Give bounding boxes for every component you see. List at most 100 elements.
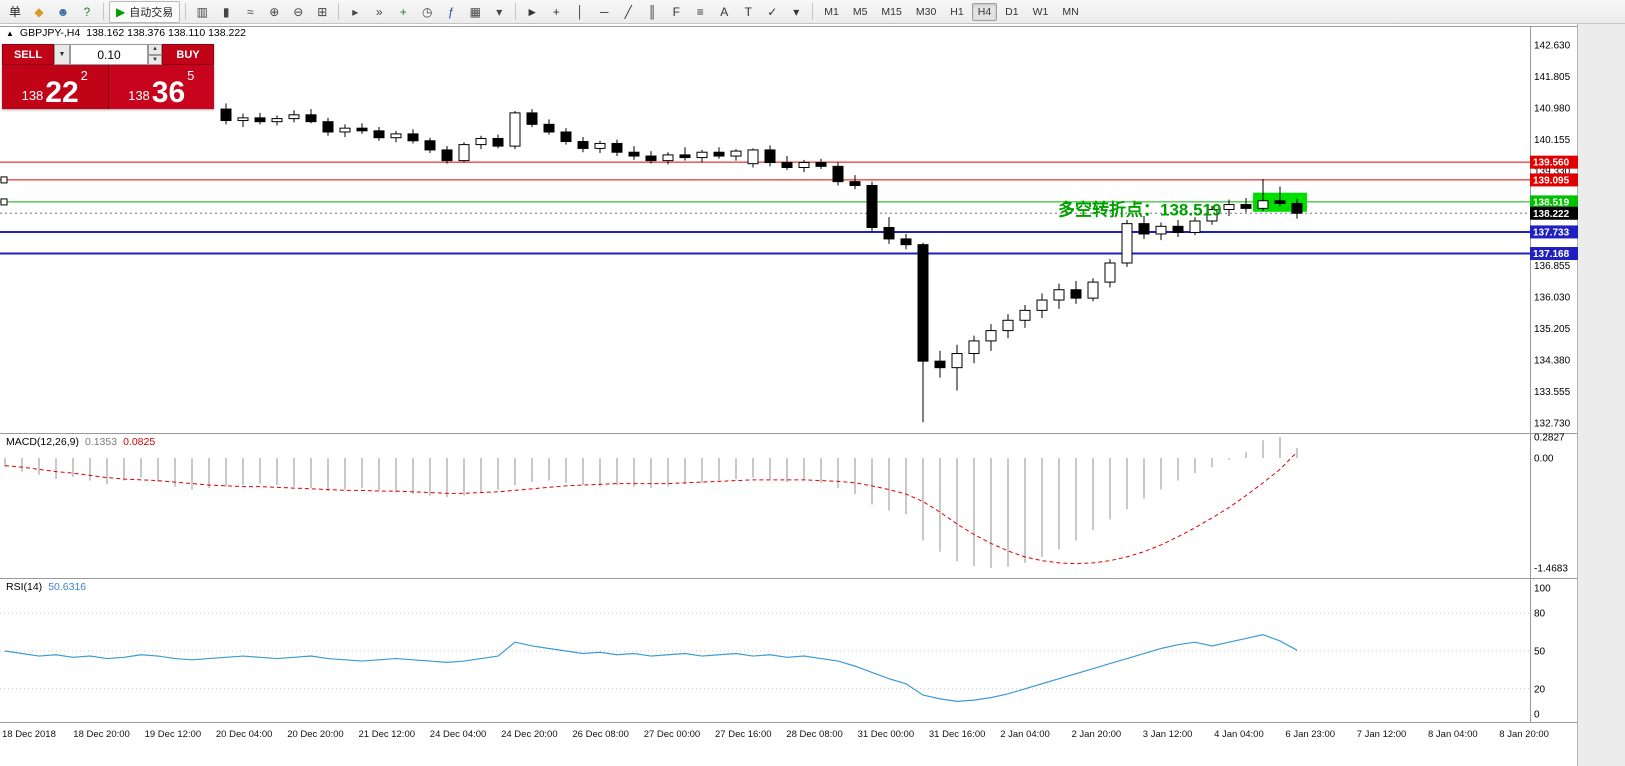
timeframe-m30-button[interactable]: M30 [915,5,937,18]
svg-text:136.855: 136.855 [1534,261,1571,272]
timeframe-d1-button[interactable]: D1 [1005,5,1019,18]
auto-scroll-icon[interactable]: ▸ [344,1,366,23]
tile-windows-icon[interactable]: ⊞ [311,1,333,23]
lot-increase-button[interactable]: ▲ [148,44,162,55]
time-axis[interactable]: 18 Dec 2018 18 Dec 20:00 19 Dec 12:00 20 De… [2,729,1549,740]
expand-ohlc-icon[interactable]: ▲ [6,28,14,38]
arrows-icon[interactable]: ✓ [761,1,783,23]
buy-price-main: 36 [151,75,186,109]
toolbar-separator [338,3,340,20]
line-handle [0,176,8,184]
timeframe-h1-button[interactable]: H1 [950,5,964,18]
lot-size-input[interactable] [70,44,148,65]
cursor-icon[interactable]: ► [521,1,543,23]
svg-text:31 Dec 16:00: 31 Dec 16:00 [929,729,986,740]
rsi-value: 50.6316 [48,581,87,593]
svg-text:27 Dec 16:00: 27 Dec 16:00 [715,729,772,740]
svg-text:20 Dec 04:00: 20 Dec 04:00 [216,729,273,740]
charts-icon-glyph: ◆ [34,4,44,19]
help-icon[interactable]: ? [76,1,98,23]
line-chart-icon[interactable]: ≈ [239,1,261,23]
rsi-name: RSI(14) [6,581,43,593]
fibonacci-icon[interactable]: F [665,1,687,23]
buy-price-button[interactable]: 138 36 5 [108,65,214,109]
rsi-axis[interactable]: 100 80 50 20 0 [1534,584,1551,721]
chart-shift-icon[interactable]: » [368,1,390,23]
timeframe-m1-button[interactable]: M1 [824,5,839,18]
period-clock-icon[interactable]: ◷ [416,1,438,23]
crosshair-icon-glyph: + [552,4,560,19]
sell-button[interactable]: SELL [2,44,54,65]
svg-text:24 Dec 20:00: 24 Dec 20:00 [501,729,558,740]
trade-panel-prices: 138 22 2 138 36 5 [2,65,214,109]
svg-text:135.205: 135.205 [1534,324,1571,335]
svg-text:3 Jan 12:00: 3 Jan 12:00 [1143,729,1193,740]
macd-signal-value: 0.0825 [123,436,156,448]
svg-text:18 Dec 20:00: 18 Dec 20:00 [73,729,130,740]
toolbar-separator [103,3,104,20]
new-chart-icon-glyph: + [399,4,407,19]
zoom-in-icon[interactable]: ⊕ [263,1,285,23]
macd-axis[interactable]: 0.2827 0.00 -1.4683 [1534,433,1568,575]
svg-text:137.733: 137.733 [1533,227,1570,238]
text-icon[interactable]: A [713,1,735,23]
buy-price-base: 138 [128,88,150,103]
timeframe-m5-button[interactable]: M5 [852,5,868,18]
arrows-icon-glyph: ✓ [767,4,778,19]
annotation-text[interactable]: 多空转折点：138.519 [1058,200,1221,220]
symbol-title: GBPJPY-,H4 [19,27,81,39]
svg-text:20: 20 [1534,684,1546,695]
timeframe-mn-button[interactable]: MN [1062,5,1079,18]
crosshair-icon[interactable]: + [545,1,567,23]
vertical-line-icon-glyph: │ [576,4,584,19]
svg-text:139.095: 139.095 [1533,175,1570,186]
bar-chart-icon[interactable]: ▥ [191,1,213,23]
templates-dropdown-icon[interactable]: ▾ [488,1,510,23]
text-label-icon-glyph: T [744,4,752,19]
zoom-out-icon[interactable]: ⊖ [287,1,309,23]
svg-text:24 Dec 04:00: 24 Dec 04:00 [430,729,487,740]
one-click-trading-panel: SELL ▼ ▲ ▼ BUY 138 22 2 138 36 5 [2,44,214,109]
svg-text:27 Dec 00:00: 27 Dec 00:00 [644,729,701,740]
candlestick-chart-icon[interactable]: ▮ [215,1,237,23]
trendline-icon[interactable]: ╱ [617,1,639,23]
new-chart-icon[interactable]: + [392,1,414,23]
arrows-dropdown-icon-glyph: ▾ [793,4,800,19]
svg-text:141.805: 141.805 [1534,72,1571,83]
svg-text:19 Dec 12:00: 19 Dec 12:00 [145,729,202,740]
svg-text:140.155: 140.155 [1534,135,1571,146]
svg-text:4 Jan 04:00: 4 Jan 04:00 [1214,729,1264,740]
charts-icon[interactable]: ◆ [28,1,50,23]
svg-text:134.380: 134.380 [1534,356,1571,367]
lot-dropdown-button[interactable]: ▼ [54,44,70,65]
candles [220,103,1303,423]
new-order-button[interactable]: 单 [4,1,26,23]
text-label-icon[interactable]: T [737,1,759,23]
templates-icon-glyph: ▦ [469,4,481,19]
profiles-icon[interactable]: ☻ [52,1,74,23]
templates-icon[interactable]: ▦ [464,1,486,23]
timeframe-h4-button[interactable]: H4 [971,2,998,21]
toolbar-separator [515,3,517,20]
auto-trading-button-glyph: ▶ [116,4,126,19]
auto-trading-button[interactable]: ▶ 自动交易 [109,0,181,23]
equidistant-channel-icon[interactable]: ║ [641,1,663,23]
horizontal-line-icon[interactable]: ─ [593,1,615,23]
lot-decrease-button[interactable]: ▼ [148,54,162,65]
fibonacci-icon-glyph: F [672,4,680,19]
indicators-icon[interactable]: ƒ [440,1,462,23]
shapes-icon[interactable]: ≡ [689,1,711,23]
profiles-icon-glyph: ☻ [56,4,70,19]
line-handle [0,198,8,206]
svg-text:100: 100 [1534,584,1551,595]
vertical-line-icon[interactable]: │ [569,1,591,23]
timeframe-m15-button[interactable]: M15 [881,5,902,18]
toolbar: 单 ◆ ☻? ▶ 自动交易 ▥ ▮ ≈ ⊕ ⊖ ⊞ ▸ » + ◷ ƒ ▦ ▾ ► + │ ─ ╱ ║ F ≡ A T ✓ ▾ M1 M5 M1… [0,0,1625,24]
sell-price-button[interactable]: 138 22 2 [2,65,109,109]
line-chart-icon-glyph: ≈ [246,4,254,19]
timeframe-w1-button[interactable]: W1 [1032,5,1049,18]
pane-borders [0,24,1578,766]
buy-button[interactable]: BUY [162,44,214,65]
arrows-dropdown-icon[interactable]: ▾ [785,1,807,23]
